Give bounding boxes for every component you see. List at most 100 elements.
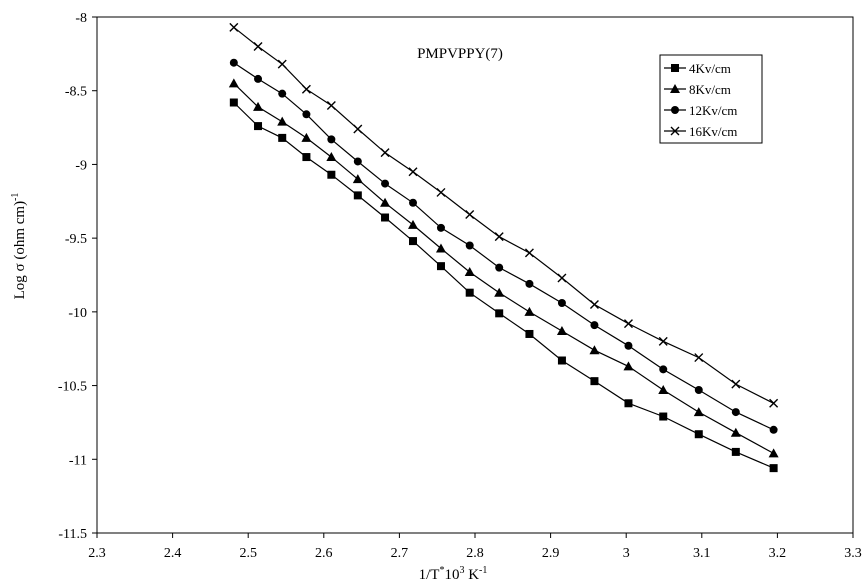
- data-point: [408, 167, 418, 177]
- x-tick-label: 2.3: [88, 546, 106, 561]
- series-triangle: [228, 78, 779, 458]
- data-point: [302, 110, 311, 119]
- legend: 4Kv/cm 8Kv/cm 12Kv/cm 16Kv/cm: [659, 54, 763, 144]
- legend-label: 4Kv/cm: [689, 61, 731, 76]
- y-tick-label: -10: [68, 306, 87, 321]
- data-point: [659, 365, 668, 374]
- data-point: [381, 179, 390, 188]
- data-point: [464, 267, 475, 277]
- data-point: [494, 287, 505, 297]
- data-point: [589, 345, 600, 355]
- data-point: [465, 210, 475, 220]
- data-point: [694, 430, 703, 439]
- data-point: [229, 98, 238, 107]
- data-point: [435, 243, 446, 253]
- data-point: [693, 407, 704, 417]
- data-point: [659, 412, 668, 421]
- legend-item: 4Kv/cm: [664, 61, 731, 76]
- data-point: [326, 152, 337, 162]
- data-point: [769, 464, 778, 473]
- data-point: [589, 299, 599, 309]
- data-point: [229, 58, 238, 67]
- x-axis-label: 1/T*103 K-1: [419, 565, 488, 583]
- data-point: [590, 377, 599, 386]
- data-point: [465, 241, 474, 250]
- data-point: [731, 379, 741, 389]
- x-tick-label: 3.3: [844, 546, 862, 561]
- series-square: [229, 98, 778, 473]
- data-point: [557, 299, 566, 308]
- data-point: [624, 341, 633, 350]
- series-line: [233, 102, 774, 469]
- data-point: [495, 263, 504, 272]
- data-point: [731, 447, 740, 456]
- data-point: [494, 232, 504, 242]
- data-point: [557, 356, 566, 365]
- data-point: [301, 132, 312, 142]
- data-point: [694, 353, 704, 363]
- data-point: [730, 427, 741, 437]
- data-point: [658, 336, 668, 346]
- data-point: [228, 78, 239, 88]
- legend-marker: [670, 126, 680, 136]
- x-tick-label: 2.7: [391, 546, 409, 561]
- data-point: [436, 187, 446, 197]
- data-point: [590, 321, 599, 330]
- data-point: [436, 262, 445, 271]
- x-axis: 2.3 2.4 2.5 2.6 2.7 2.8 2.9 3 3.1 3.2 3.3: [88, 533, 862, 561]
- legend-marker: [671, 64, 679, 72]
- y-tick-label: -11.5: [58, 527, 87, 542]
- series-circle: [229, 58, 778, 434]
- x-tick-label: 2.6: [315, 546, 333, 561]
- data-point: [409, 237, 418, 246]
- series-cross: [229, 22, 779, 408]
- data-point: [731, 408, 740, 417]
- y-tick-label: -9: [75, 158, 87, 173]
- data-point: [623, 319, 633, 329]
- data-point: [253, 101, 264, 111]
- data-point: [624, 399, 633, 408]
- data-point: [352, 174, 363, 184]
- data-point: [229, 22, 239, 32]
- data-point: [658, 384, 669, 394]
- data-point: [525, 279, 534, 288]
- legend-marker: [670, 84, 680, 93]
- legend-item: 16Kv/cm: [664, 124, 737, 139]
- data-point: [556, 326, 567, 336]
- y-tick-label: -8.5: [65, 85, 87, 100]
- series-layer: [228, 22, 779, 473]
- data-point: [353, 191, 362, 200]
- x-tick-label: 3.1: [693, 546, 711, 561]
- data-point: [327, 170, 336, 179]
- data-point: [381, 213, 390, 222]
- data-point: [254, 122, 263, 131]
- data-point: [254, 74, 263, 83]
- data-point: [326, 100, 336, 110]
- data-point: [278, 133, 287, 142]
- y-tick-label: -11: [69, 453, 87, 468]
- x-tick-label: 2.5: [239, 546, 257, 561]
- data-point: [436, 223, 445, 232]
- legend-marker: [671, 106, 679, 114]
- data-point: [302, 153, 311, 162]
- x-tick-label: 3.2: [769, 546, 787, 561]
- x-tick-label: 2.9: [542, 546, 560, 561]
- x-tick-label: 3: [623, 546, 630, 561]
- data-point: [768, 448, 779, 458]
- data-point: [769, 398, 779, 408]
- data-point: [769, 425, 778, 434]
- data-point: [694, 385, 703, 394]
- y-tick-label: -10.5: [58, 380, 87, 395]
- chart-title: PMPVPPY(7): [417, 46, 503, 62]
- y-tick-label: -8: [75, 11, 87, 26]
- data-point: [277, 59, 287, 69]
- data-point: [408, 219, 419, 229]
- data-point: [277, 116, 288, 126]
- y-axis: -8 -8.5 -9 -9.5 -10 -10.5 -11 -11.5: [58, 11, 97, 542]
- data-point: [495, 309, 504, 318]
- data-point: [327, 135, 336, 144]
- data-point: [409, 198, 418, 207]
- legend-item: 8Kv/cm: [664, 82, 731, 97]
- legend-label: 12Kv/cm: [689, 103, 737, 118]
